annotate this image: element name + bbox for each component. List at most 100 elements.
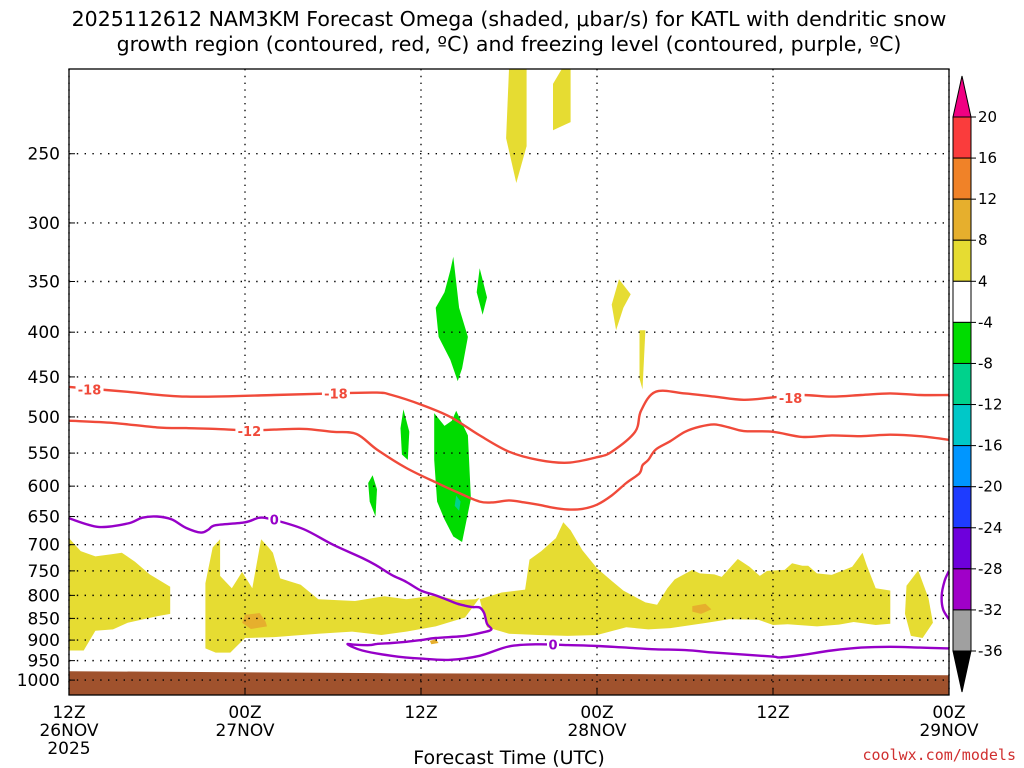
y-tick-label-300: 300: [28, 214, 60, 234]
colorbar-segment--8_-4: [952, 321, 972, 364]
omega-region--8_-4-11: [435, 256, 468, 382]
omega-region--8_-4-15: [434, 410, 471, 542]
contour-line-3: [940, 570, 949, 620]
colorbar-segment--12_-8: [952, 362, 972, 406]
contour-line-1: [69, 419, 949, 511]
omega-region-8_12-8: [242, 613, 267, 629]
colorbar-label--36: -36: [978, 642, 1003, 660]
y-tick-label-850: 850: [28, 609, 60, 629]
colorbar-label--12: -12: [978, 396, 1003, 414]
omega-region-4_8-3: [639, 330, 646, 390]
y-tick-label-600: 600: [28, 477, 60, 497]
y-tick-label-350: 350: [28, 272, 60, 292]
x-tick-date-12: 27NOV: [215, 721, 274, 741]
contour-line-0: [69, 385, 949, 464]
y-tick-label-750: 750: [28, 562, 60, 582]
omega-region-4_8-2: [611, 279, 631, 331]
y-tick-label-250: 250: [28, 145, 60, 165]
colorbar-segment--28_-24: [952, 527, 972, 570]
y-tick-label-650: 650: [28, 508, 60, 528]
colorbar-label-20: 20: [978, 108, 997, 126]
omega-region-4_8-1: [553, 69, 571, 131]
colorbar-arrow-bottom: [952, 650, 972, 693]
y-tick-label-550: 550: [28, 444, 60, 464]
omega-region-4_8-5: [205, 539, 480, 653]
colorbar-label--28: -28: [978, 560, 1003, 578]
contour-line-2: [69, 515, 949, 662]
contour-label-bg-0: [75, 382, 104, 397]
colorbar-segment-16_20: [952, 116, 972, 159]
colorbar-label--8: -8: [978, 354, 993, 372]
colorbar-label--16: -16: [978, 437, 1003, 455]
colorbar-label-16: 16: [978, 149, 997, 167]
contour-label-1: -18: [324, 387, 348, 402]
surface-terrain-fill: [69, 671, 949, 695]
colorbar-label--24: -24: [978, 519, 1003, 537]
colorbar-segment-8_12: [952, 198, 972, 241]
y-axis: 2503003504004505005506006507007508008509…: [17, 145, 75, 691]
x-tick-time-36: 00Z: [580, 703, 613, 723]
y-tick-label-500: 500: [28, 408, 60, 428]
contour-labels: -18 -18 -18 -12 0 0: [75, 382, 805, 653]
omega-region-8_12-10: [429, 639, 439, 645]
omega-region-8_12-9: [692, 603, 712, 614]
x-tick-time-0: 12Z: [52, 703, 85, 723]
x-tick-time-48: 12Z: [756, 703, 789, 723]
omega-region--8_-4-14: [368, 475, 377, 517]
contour-label-bg-2: [776, 391, 805, 406]
omega-region--12_-8-16: [454, 495, 461, 511]
x-tick-date-0: 26NOV: [39, 721, 98, 741]
contour-label-2: -18: [779, 392, 803, 407]
omega-region--8_-4-13: [400, 409, 410, 460]
colorbar-segment--24_-20: [952, 486, 972, 529]
contour-label-bg-5: [547, 637, 559, 652]
plot-frame: [68, 68, 950, 696]
contour-label-4: 0: [270, 513, 279, 528]
omega-region-4_8-7: [905, 570, 933, 638]
plot-area: -18 -18 -18 -12 0 0: [68, 68, 950, 696]
x-tick-year-0: 2025: [47, 739, 90, 759]
contour-label-0: -18: [78, 383, 102, 398]
omega-region-4_8-4: [69, 538, 171, 651]
colorbar: 20 16 12 8 4 -4 -8 -12 -16 -20 -24 -28 -32 -36: [952, 75, 1003, 693]
y-tick-label-950: 950: [28, 652, 60, 672]
chart-title-line2: growth region (contoured, red, ºC) and f…: [117, 32, 902, 56]
omega-shading: [69, 69, 933, 653]
y-tick-label-900: 900: [28, 631, 60, 651]
colorbar-segment-4_8: [952, 239, 972, 282]
y-tick-label-450: 450: [28, 368, 60, 388]
colorbar-segment--4_4: [952, 280, 972, 323]
colorbar-segment--20_-16: [952, 445, 972, 488]
colorbar-label--4: -4: [978, 313, 993, 331]
colorbar-label-12: 12: [978, 190, 997, 208]
colorbar-segment--32_-28: [952, 568, 972, 611]
y-tick-label-400: 400: [28, 323, 60, 343]
x-tick-time-24: 12Z: [404, 703, 437, 723]
colorbar-label-4: 4: [978, 272, 988, 290]
contour-label-bg-3: [235, 424, 264, 439]
colorbar-label--20: -20: [978, 478, 1003, 496]
credit-text: coolwx.com/models: [862, 746, 1016, 764]
contour-label-5: 0: [548, 638, 557, 653]
contour-label-bg-4: [268, 512, 281, 527]
x-tick-time-60: 00Z: [932, 703, 965, 723]
colorbar-arrow-top: [952, 75, 972, 118]
y-tick-label-800: 800: [28, 586, 60, 606]
chart-title-line1: 2025112612 NAM3KM Forecast Omega (shaded…: [72, 7, 947, 31]
omega-region--8_-4-12: [476, 268, 487, 315]
colorbar-segment--16_-12: [952, 404, 972, 447]
omega-region-4_8-6: [479, 522, 891, 636]
colorbar-segment-12_16: [952, 157, 972, 200]
y-tick-label-700: 700: [28, 536, 60, 556]
surface-terrain: [69, 671, 949, 695]
colorbar-segment--36_-32: [952, 609, 972, 652]
contour-label-3: -12: [238, 425, 262, 440]
x-tick-date-36: 28NOV: [567, 721, 626, 741]
colorbar-label-8: 8: [978, 231, 988, 249]
y-tick-label-1000: 1000: [17, 671, 60, 691]
x-axis-label: Forecast Time (UTC): [413, 747, 604, 768]
x-tick-time-12: 00Z: [228, 703, 261, 723]
contour-label-bg-1: [321, 386, 350, 401]
